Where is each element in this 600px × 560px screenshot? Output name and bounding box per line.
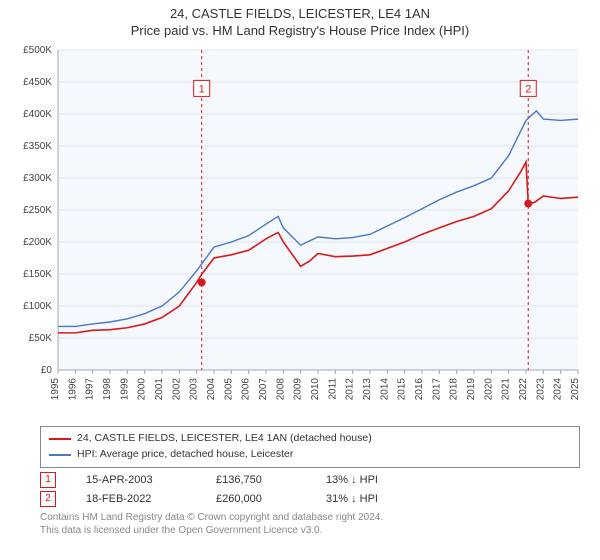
marker-row: 2 18-FEB-2022 £260,000 31% ↓ HPI (40, 491, 580, 507)
svg-text:1998: 1998 (102, 378, 113, 401)
svg-text:2005: 2005 (223, 378, 234, 401)
marker-price: £260,000 (216, 493, 296, 505)
svg-text:2001: 2001 (154, 378, 165, 401)
svg-text:2020: 2020 (483, 378, 494, 401)
svg-text:2015: 2015 (397, 378, 408, 401)
svg-text:£150K: £150K (23, 269, 52, 280)
svg-text:2025: 2025 (570, 378, 581, 401)
marker-delta: 13% ↓ HPI (326, 474, 378, 486)
svg-text:£0: £0 (41, 365, 53, 376)
marker-badge: 2 (40, 491, 56, 507)
svg-text:2017: 2017 (431, 378, 442, 401)
marker-date: 15-APR-2003 (86, 474, 186, 486)
svg-text:£100K: £100K (23, 301, 52, 312)
svg-text:2018: 2018 (449, 378, 460, 401)
svg-text:2002: 2002 (171, 378, 182, 401)
svg-text:1996: 1996 (67, 378, 78, 401)
svg-text:£250K: £250K (23, 205, 52, 216)
svg-text:2003: 2003 (189, 378, 200, 401)
chart-container: £0 £50K £100K £150K £200K £250K £300K £350K £400… (10, 40, 590, 420)
svg-text:2023: 2023 (535, 378, 546, 401)
legend-swatch (49, 438, 71, 440)
svg-text:2019: 2019 (466, 378, 477, 401)
legend-item: HPI: Average price, detached house, Leic… (49, 447, 571, 463)
svg-text:£400K: £400K (23, 109, 52, 120)
legend-swatch (49, 454, 71, 456)
svg-text:2016: 2016 (414, 378, 425, 401)
svg-text:1: 1 (199, 83, 205, 95)
marker-price: £136,750 (216, 474, 296, 486)
svg-text:2012: 2012 (345, 378, 356, 401)
svg-text:2022: 2022 (518, 378, 529, 401)
svg-text:1997: 1997 (85, 378, 96, 401)
svg-text:2014: 2014 (379, 378, 390, 401)
transaction-markers: 1 15-APR-2003 £136,750 13% ↓ HPI 2 18-FEB-202… (40, 472, 580, 507)
title-address: 24, CASTLE FIELDS, LEICESTER, LE4 1AN (0, 6, 600, 21)
attribution: Contains HM Land Registry data © Crown c… (40, 511, 580, 537)
marker-date: 18-FEB-2022 (86, 493, 186, 505)
title-subtitle: Price paid vs. HM Land Registry's House … (0, 23, 600, 38)
svg-text:1999: 1999 (119, 378, 130, 401)
legend-item: 24, CASTLE FIELDS, LEICESTER, LE4 1AN (d… (49, 431, 571, 447)
svg-text:£450K: £450K (23, 77, 52, 88)
chart-title-block: 24, CASTLE FIELDS, LEICESTER, LE4 1AN Pr… (0, 0, 600, 40)
svg-text:2009: 2009 (293, 378, 304, 401)
legend-label: HPI: Average price, detached house, Leic… (77, 447, 293, 463)
legend: 24, CASTLE FIELDS, LEICESTER, LE4 1AN (d… (40, 426, 580, 468)
svg-text:2024: 2024 (553, 378, 564, 401)
svg-text:2007: 2007 (258, 378, 269, 401)
marker-row: 1 15-APR-2003 £136,750 13% ↓ HPI (40, 472, 580, 488)
marker-badge: 1 (40, 472, 56, 488)
svg-text:2004: 2004 (206, 378, 217, 401)
svg-text:2011: 2011 (327, 378, 338, 400)
svg-text:2000: 2000 (137, 378, 148, 401)
svg-text:£500K: £500K (23, 45, 52, 56)
svg-text:2013: 2013 (362, 378, 373, 401)
svg-text:2: 2 (525, 83, 531, 95)
svg-text:£50K: £50K (29, 333, 53, 344)
svg-text:2008: 2008 (275, 378, 286, 401)
marker-delta: 31% ↓ HPI (326, 493, 378, 505)
svg-text:2021: 2021 (501, 378, 512, 401)
price-chart: £0 £50K £100K £150K £200K £250K £300K £350K £400… (10, 40, 590, 420)
svg-text:1995: 1995 (50, 378, 61, 401)
svg-text:£350K: £350K (23, 141, 52, 152)
svg-text:2010: 2010 (310, 378, 321, 401)
svg-text:£300K: £300K (23, 173, 52, 184)
svg-text:£200K: £200K (23, 237, 52, 248)
legend-label: 24, CASTLE FIELDS, LEICESTER, LE4 1AN (d… (77, 431, 372, 447)
attribution-line1: Contains HM Land Registry data © Crown c… (40, 511, 580, 524)
attribution-line2: This data is licensed under the Open Gov… (40, 524, 580, 537)
svg-text:2006: 2006 (241, 378, 252, 401)
